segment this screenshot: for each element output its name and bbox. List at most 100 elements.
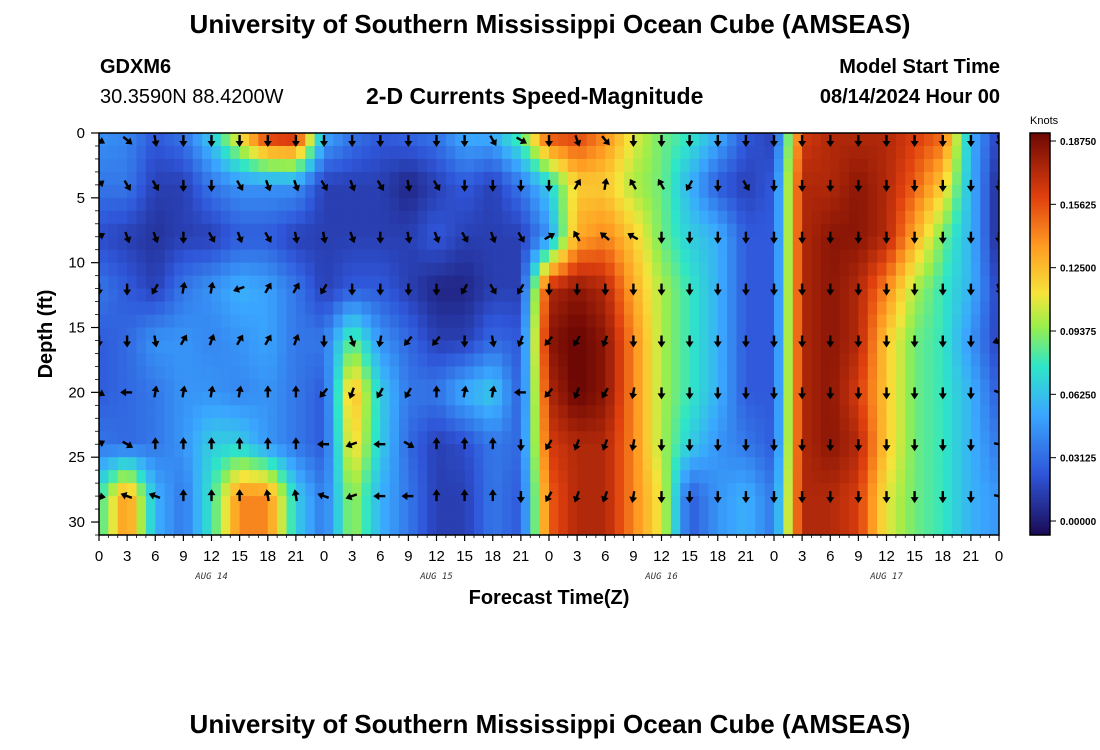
heatmap-cell bbox=[652, 314, 663, 329]
heatmap-cell bbox=[267, 184, 278, 199]
heatmap-cell bbox=[108, 133, 119, 147]
heatmap-cell bbox=[352, 133, 363, 147]
heatmap-cell bbox=[989, 470, 999, 484]
current-arrow bbox=[713, 135, 722, 147]
heatmap-cell bbox=[361, 509, 372, 523]
heatmap-cell bbox=[652, 184, 663, 199]
heatmap-cell bbox=[483, 262, 494, 277]
chart-subtitle: 2-D Currents Speed-Magnitude bbox=[366, 83, 704, 109]
heatmap-cell bbox=[624, 275, 634, 290]
heatmap-cell bbox=[933, 249, 944, 264]
heatmap-cell bbox=[549, 431, 559, 445]
heatmap-cell bbox=[277, 496, 288, 510]
heatmap-cell bbox=[586, 392, 597, 406]
heatmap-cell bbox=[745, 470, 756, 484]
heatmap-cell bbox=[352, 392, 363, 406]
current-arrow bbox=[966, 231, 975, 244]
heatmap-cell bbox=[642, 496, 653, 510]
heatmap-cell bbox=[474, 444, 484, 458]
heatmap-cell bbox=[464, 431, 475, 445]
heatmap-cell bbox=[183, 444, 194, 458]
heatmap-cell bbox=[914, 275, 925, 290]
heatmap-cell bbox=[689, 197, 700, 212]
heatmap-cell bbox=[164, 223, 175, 238]
heatmap-cell bbox=[736, 236, 747, 251]
heatmap-cell bbox=[689, 327, 700, 342]
heatmap-cell bbox=[202, 249, 213, 264]
heatmap-cell bbox=[895, 444, 906, 458]
heatmap-cell bbox=[605, 431, 616, 445]
heatmap-cell bbox=[333, 249, 344, 264]
heatmap-cell bbox=[380, 496, 391, 510]
heatmap-cell bbox=[961, 353, 972, 368]
heatmap-cell bbox=[924, 327, 934, 342]
heatmap-cell bbox=[661, 379, 672, 393]
heatmap-cell bbox=[427, 210, 438, 225]
heatmap-cell bbox=[483, 379, 494, 393]
heatmap-cell bbox=[914, 470, 925, 484]
heatmap-cell bbox=[183, 327, 194, 342]
heatmap-cell bbox=[764, 470, 775, 484]
heatmap-cell bbox=[624, 184, 634, 199]
heatmap-cell bbox=[727, 210, 738, 225]
heatmap-cell bbox=[699, 288, 709, 303]
heatmap-cell bbox=[530, 470, 541, 484]
heatmap-cell bbox=[145, 431, 156, 445]
heatmap-cell bbox=[464, 483, 475, 497]
heatmap-cell bbox=[342, 249, 353, 264]
heatmap-cell bbox=[924, 418, 934, 432]
heatmap-cell bbox=[858, 262, 869, 277]
heatmap-cell bbox=[895, 249, 906, 264]
heatmap-cell bbox=[145, 340, 156, 355]
heatmap-cell bbox=[295, 288, 306, 303]
heatmap-cell bbox=[961, 288, 972, 303]
heatmap-cell bbox=[295, 496, 306, 510]
heatmap-cell bbox=[895, 431, 906, 445]
heatmap-cell bbox=[764, 184, 775, 199]
colorbar: Knots 0.187500.156250.125000.093750.0625… bbox=[1029, 115, 1097, 536]
heatmap-cell bbox=[183, 210, 194, 225]
heatmap-cell bbox=[127, 288, 138, 303]
heatmap-cell bbox=[277, 340, 288, 355]
heatmap-cell bbox=[605, 171, 616, 186]
heatmap-cell bbox=[642, 392, 653, 406]
heatmap-cell bbox=[483, 301, 494, 316]
heatmap-cell bbox=[136, 249, 147, 264]
current-arrow bbox=[376, 335, 385, 348]
heatmap-cell bbox=[961, 522, 972, 535]
heatmap-cell bbox=[474, 275, 484, 290]
heatmap-cell bbox=[914, 249, 925, 264]
heatmap-cell bbox=[127, 275, 138, 290]
heatmap-cell bbox=[202, 133, 213, 147]
heatmap-cell bbox=[333, 353, 344, 368]
heatmap-cell bbox=[633, 522, 644, 535]
heatmap-cell bbox=[211, 509, 222, 523]
heatmap-cell bbox=[258, 210, 269, 225]
current-arrow bbox=[292, 282, 300, 294]
heatmap-cell bbox=[352, 184, 363, 199]
heatmap-cell bbox=[624, 431, 634, 445]
heatmap-cell bbox=[277, 262, 288, 277]
heatmap-cell bbox=[455, 301, 466, 316]
heatmap-cell bbox=[220, 223, 231, 238]
heatmap-cell bbox=[745, 184, 756, 199]
current-arrow bbox=[545, 283, 553, 296]
heatmap-cell bbox=[220, 405, 231, 419]
heatmap-cell bbox=[324, 133, 334, 147]
heatmap-cell bbox=[277, 418, 288, 432]
heatmap-cell bbox=[389, 262, 400, 277]
heatmap-cell bbox=[914, 223, 925, 238]
heatmap-cell bbox=[314, 496, 325, 510]
current-arrow bbox=[120, 491, 133, 500]
heatmap-cell bbox=[877, 379, 888, 393]
heatmap-cell bbox=[736, 314, 747, 329]
heatmap-cell bbox=[99, 483, 109, 497]
heatmap-cell bbox=[277, 470, 288, 484]
heatmap-cell bbox=[764, 392, 775, 406]
heatmap-cell bbox=[380, 288, 391, 303]
heatmap-cell bbox=[924, 314, 934, 329]
heatmap-cell bbox=[961, 158, 972, 173]
heatmap-cell bbox=[117, 223, 128, 238]
heatmap-cell bbox=[483, 496, 494, 510]
heatmap-cell bbox=[680, 522, 691, 535]
